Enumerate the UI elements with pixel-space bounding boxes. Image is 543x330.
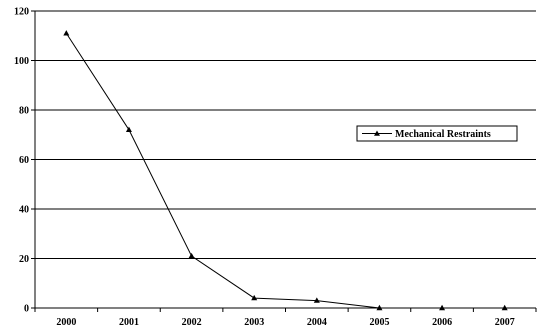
x-axis-ticks: 2000 2001 2002 2003 2004 2005 2006 2007 xyxy=(34,308,537,328)
data-point-marker xyxy=(251,294,258,301)
x-tick-label: 2004 xyxy=(307,317,327,328)
legend-marker-triangle xyxy=(374,130,380,136)
y-tick-label: 80 xyxy=(19,106,29,117)
y-tick-label: 120 xyxy=(14,7,29,18)
legend: Mechanical Restraints xyxy=(356,125,518,142)
legend-label: Mechanical Restraints xyxy=(395,129,491,140)
series-group xyxy=(63,30,508,311)
y-tick-label: 60 xyxy=(19,155,29,166)
y-tick-label: 100 xyxy=(14,56,29,67)
x-tick-label: 2006 xyxy=(432,317,452,328)
data-point-marker xyxy=(313,297,320,303)
x-tick-label: 2001 xyxy=(119,317,139,328)
y-tick-label: 0 xyxy=(24,304,29,315)
data-point-marker xyxy=(501,304,508,311)
x-tick-label: 2003 xyxy=(244,317,264,328)
y-tick-label: 20 xyxy=(19,254,29,265)
data-point-marker xyxy=(376,304,383,311)
data-point-marker xyxy=(125,126,132,132)
data-point-marker xyxy=(63,30,70,36)
x-tick-label: 2002 xyxy=(182,317,202,328)
data-point-marker xyxy=(439,304,446,311)
series-line xyxy=(65,33,505,309)
x-tick-label: 2000 xyxy=(56,317,76,328)
grid-lines xyxy=(35,10,536,259)
legend-box xyxy=(356,125,518,142)
y-tick-label: 40 xyxy=(19,205,29,216)
data-point-marker xyxy=(188,252,195,259)
x-tick-label: 2005 xyxy=(369,317,389,328)
x-tick-label: 2007 xyxy=(495,317,515,328)
y-axis-ticks: 0 20 40 60 80 100 120 xyxy=(14,7,35,315)
